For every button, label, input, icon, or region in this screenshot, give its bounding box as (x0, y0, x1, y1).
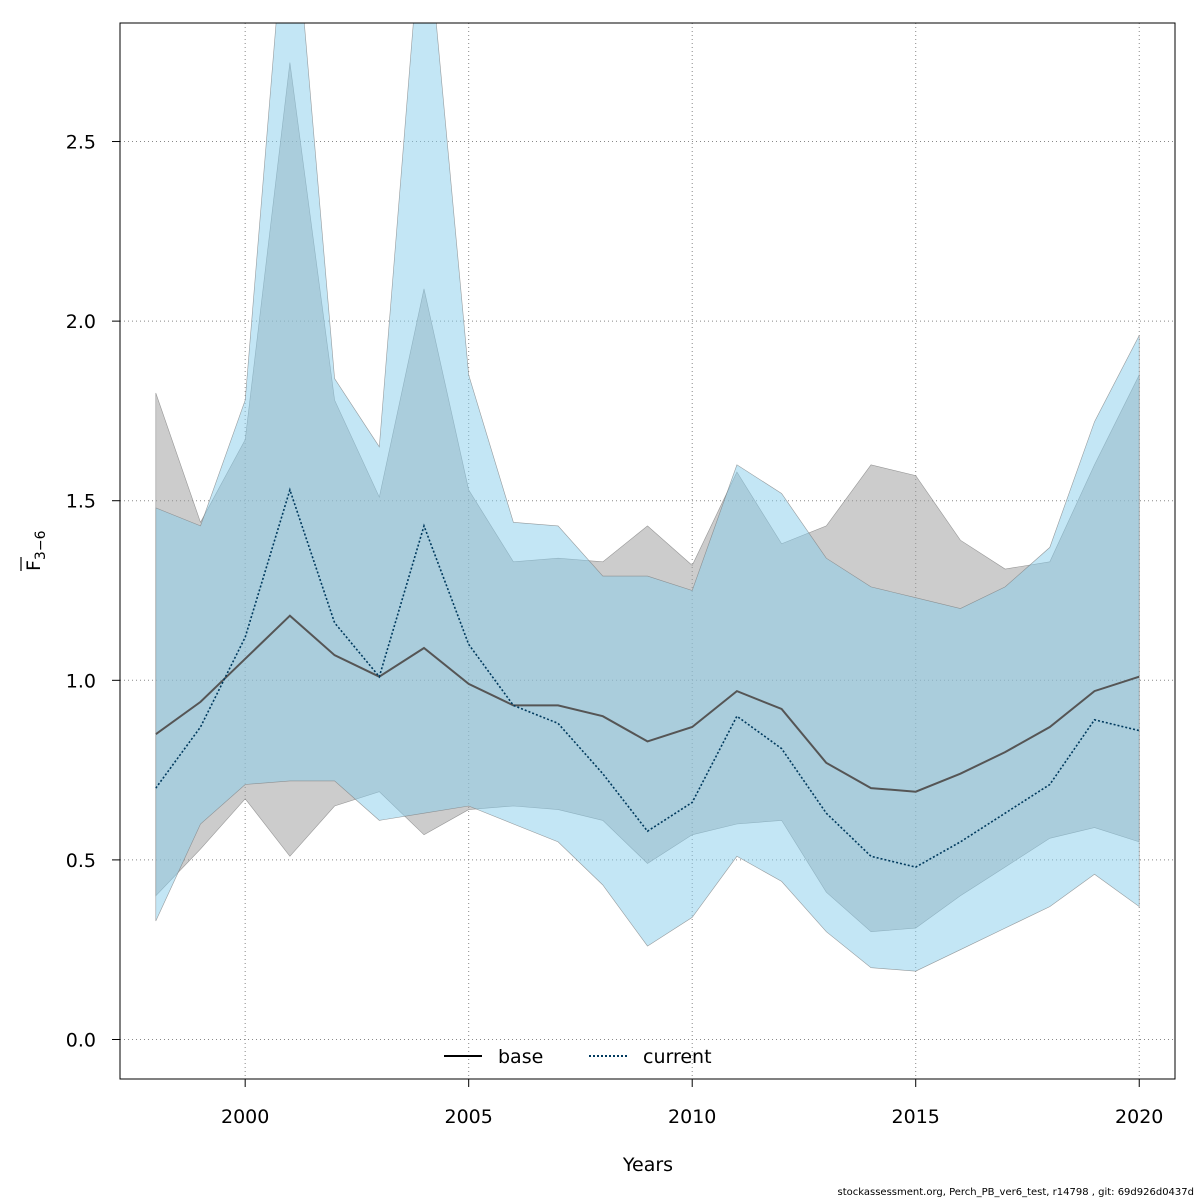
y-tick-label-2: 1.0 (66, 670, 96, 692)
band-current (155, 23, 1140, 972)
line-current (155, 487, 1140, 868)
y-axis-title-text: F3−6 (23, 530, 49, 571)
legend-label-current: current (643, 1046, 712, 1068)
footer-credit: stockassessment.org, Perch_PB_ver6_test,… (837, 1187, 1194, 1198)
y-tick-label-5: 2.5 (66, 132, 96, 154)
line-base (155, 614, 1140, 793)
legend-label-base: base (498, 1046, 543, 1068)
x-tick-label-2005: 2005 (445, 1106, 493, 1128)
x-tick-label-2020: 2020 (1115, 1106, 1163, 1128)
legend: base current (444, 1046, 712, 1068)
y-tick-label-1: 0.5 (66, 850, 96, 872)
series-lines (155, 487, 1140, 868)
y-axis-title: F3−6 (20, 530, 49, 571)
x-axis: 2000 2005 2010 2015 2020 (221, 1079, 1163, 1128)
x-tick-label-2015: 2015 (892, 1106, 940, 1128)
y-tick-label-0: 0.0 (66, 1029, 96, 1051)
x-tick-label-2010: 2010 (668, 1106, 716, 1128)
y-axis-title-main: F (23, 560, 45, 571)
x-axis-title: Years (622, 1154, 673, 1176)
y-axis: 0.0 0.5 1.0 1.5 2.0 2.5 (66, 132, 120, 1051)
plot-frame (119, 22, 1176, 1080)
y-tick-label-4: 2.0 (66, 311, 96, 333)
y-axis-title-sub: 3−6 (33, 530, 49, 560)
confidence-bands (155, 23, 1140, 972)
x-tick-label-2000: 2000 (221, 1106, 269, 1128)
y-tick-label-3: 1.5 (66, 491, 96, 513)
